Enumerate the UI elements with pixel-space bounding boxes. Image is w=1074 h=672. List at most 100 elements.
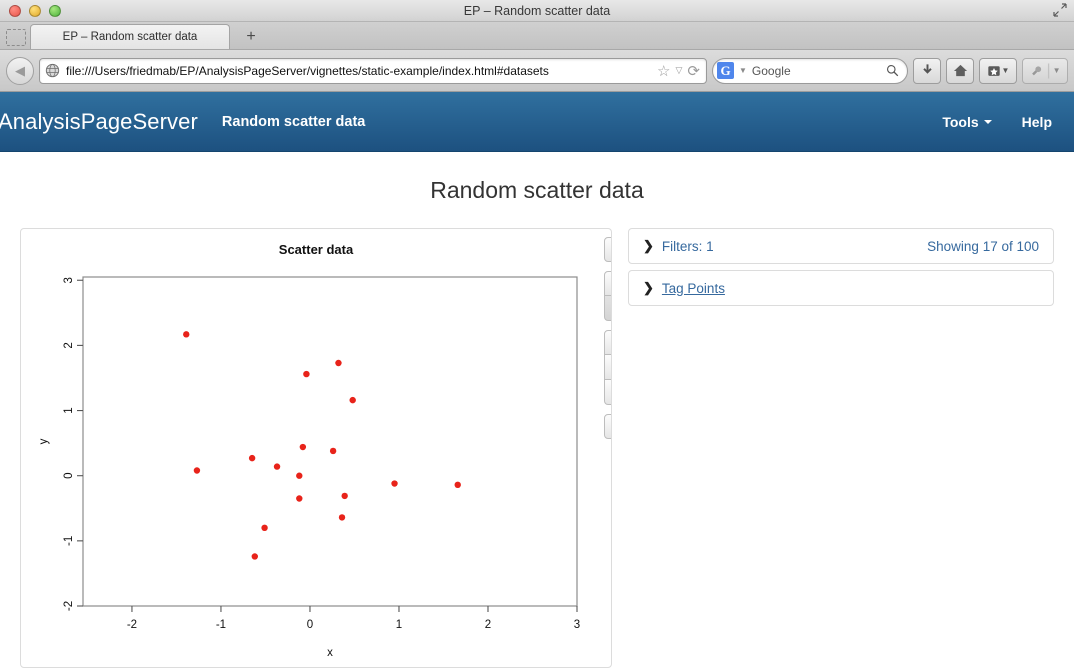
- navbar-item-help-label: Help: [1021, 113, 1052, 130]
- home-button[interactable]: [946, 57, 974, 84]
- x-tick-label: 3: [574, 619, 580, 631]
- y-tick-label: -2: [63, 601, 75, 611]
- addons-button[interactable]: | ▼: [1022, 57, 1068, 84]
- downloads-icon: [922, 64, 932, 74]
- scatter-point[interactable]: [454, 481, 461, 489]
- scatter-point[interactable]: [193, 467, 201, 474]
- home-icon: [953, 64, 967, 77]
- browser-tab[interactable]: EP – Random scatter data: [30, 24, 230, 49]
- bookmarks-button[interactable]: ▼: [979, 57, 1017, 84]
- bookmarks-chevron-icon[interactable]: ▼: [1001, 66, 1010, 75]
- chevron-right-icon: ❯: [643, 280, 654, 295]
- download-button[interactable]: [604, 414, 613, 439]
- scatter-point[interactable]: [303, 370, 310, 378]
- scatter-point[interactable]: [296, 495, 303, 502]
- scatter-point[interactable]: [251, 553, 258, 560]
- tag-icon: [611, 277, 612, 291]
- chart-canvas[interactable]: -2 -1 0 1 2 3 -2 -1 0 1 2 3 x y: [21, 229, 611, 667]
- scatter-point[interactable]: [335, 359, 342, 367]
- page-body: Random scatter data Scatter data -2 -1 0 1 2…: [0, 152, 1074, 668]
- addons-icon: [1032, 65, 1042, 75]
- app-navbar: AnalysisPageServer Random scatter data T…: [0, 92, 1074, 152]
- content-row: Scatter data -2 -1 0 1 2 3 -2 -1 0 1 2 3 x y: [0, 204, 1074, 668]
- bookmark-star-icon[interactable]: ☆: [657, 62, 671, 80]
- scatter-point[interactable]: [248, 454, 256, 462]
- app-brand[interactable]: AnalysisPageServer: [0, 108, 198, 134]
- zoom-button[interactable]: [49, 4, 61, 17]
- globe-icon: [45, 63, 60, 78]
- window-title: EP – Random scatter data: [463, 3, 611, 18]
- select-button[interactable]: [604, 380, 611, 405]
- browser-navbar: ◀ file:///Users/friedmab/EP/AnalysisPage…: [0, 50, 1074, 92]
- zoom-out-button[interactable]: [604, 355, 613, 380]
- chevron-right-icon: ❯: [643, 238, 654, 253]
- plot-toolbar-group-download: [604, 414, 613, 439]
- list-all-tabs-button[interactable]: [6, 29, 26, 46]
- search-bar[interactable]: G ▼ Google: [712, 57, 908, 84]
- navbar-links: Tools Help: [942, 114, 1074, 130]
- plot-toolbar: [604, 237, 613, 448]
- tag-button[interactable]: [604, 271, 612, 296]
- zoom-in-icon: [612, 336, 613, 350]
- chevron-down-icon[interactable]: ▽: [675, 65, 683, 75]
- back-button[interactable]: ◀: [6, 56, 34, 85]
- navbar-item-tools-label: Tools: [942, 113, 979, 130]
- close-button[interactable]: [9, 4, 21, 17]
- expand-button[interactable]: [604, 237, 611, 262]
- downloads-button[interactable]: [913, 57, 941, 84]
- url-bar[interactable]: file:///Users/friedmab/EP/AnalysisPageSe…: [39, 57, 707, 84]
- navbar-item-tools[interactable]: Tools: [942, 113, 992, 130]
- navbar-page-name[interactable]: Random scatter data: [221, 113, 366, 130]
- browser-tabbar: EP – Random scatter data +: [0, 22, 1074, 50]
- tag-points-accordion[interactable]: ❯ Tag Points: [628, 270, 1054, 306]
- search-input[interactable]: Google: [751, 63, 791, 78]
- reload-icon[interactable]: ⟳: [687, 62, 700, 80]
- y-tick-label: 0: [63, 472, 75, 478]
- plot-panel: Scatter data -2 -1 0 1 2 3 -2 -1 0 1 2 3 x y: [20, 228, 612, 668]
- zoom-out-icon: [612, 360, 613, 374]
- bookmarks-icon: [987, 65, 1000, 76]
- x-tick-label: -1: [216, 619, 226, 631]
- scatter-plot[interactable]: -2 -1 0 1 2 3 -2 -1 0 1 2 3 x y: [21, 229, 612, 668]
- search-icon[interactable]: [886, 64, 899, 77]
- scatter-point[interactable]: [338, 514, 346, 521]
- filters-accordion[interactable]: ❯ Filters: 1 Showing 17 of 100: [628, 228, 1054, 264]
- browser-tab-label: EP – Random scatter data: [62, 31, 198, 43]
- page-title: Random scatter data: [430, 177, 644, 203]
- scatter-point[interactable]: [299, 443, 307, 451]
- scatter-point[interactable]: [296, 472, 303, 479]
- scatter-point[interactable]: [391, 480, 398, 487]
- x-tick-label: -2: [127, 619, 137, 631]
- search-engine-icon[interactable]: G: [717, 62, 734, 79]
- filters-label[interactable]: Filters: 1: [661, 238, 714, 254]
- plot-toolbar-group-zoom: [604, 330, 613, 405]
- os-titlebar: EP – Random scatter data: [0, 0, 1074, 22]
- scatter-point[interactable]: [261, 524, 268, 532]
- zoom-in-button[interactable]: [604, 330, 613, 355]
- y-tick-label: -1: [63, 536, 75, 546]
- x-axis-label: x: [327, 647, 333, 659]
- chevron-down-icon: [983, 119, 992, 124]
- addons-chevron-icon[interactable]: ▼: [1052, 66, 1061, 75]
- scatter-point[interactable]: [273, 463, 281, 470]
- download-icon: [612, 420, 613, 434]
- x-tick-label: 1: [396, 619, 402, 631]
- scatter-point[interactable]: [329, 447, 337, 455]
- x-tick-label: 0: [307, 619, 313, 631]
- fullscreen-icon[interactable]: [1053, 3, 1067, 17]
- scatter-point[interactable]: [349, 396, 356, 404]
- window-controls[interactable]: [9, 4, 61, 17]
- minimize-button[interactable]: [29, 4, 41, 17]
- new-tab-button[interactable]: +: [246, 27, 256, 45]
- search-engine-chevron-icon[interactable]: ▼: [739, 66, 747, 75]
- plot-toolbar-group-expand: [604, 237, 611, 262]
- scatter-point[interactable]: [341, 492, 348, 500]
- y-tick-label: 3: [63, 277, 75, 283]
- side-panel: ❯ Filters: 1 Showing 17 of 100 ❯ Tag Poi…: [628, 228, 1054, 668]
- navbar-item-help[interactable]: Help: [1022, 114, 1052, 130]
- plot-toolbar-group-mode: [604, 271, 612, 321]
- scatter-point[interactable]: [183, 331, 190, 338]
- pan-button[interactable]: [604, 296, 611, 321]
- showing-count-status[interactable]: Showing 17 of 100: [927, 238, 1039, 254]
- tag-points-label[interactable]: Tag Points: [661, 280, 725, 296]
